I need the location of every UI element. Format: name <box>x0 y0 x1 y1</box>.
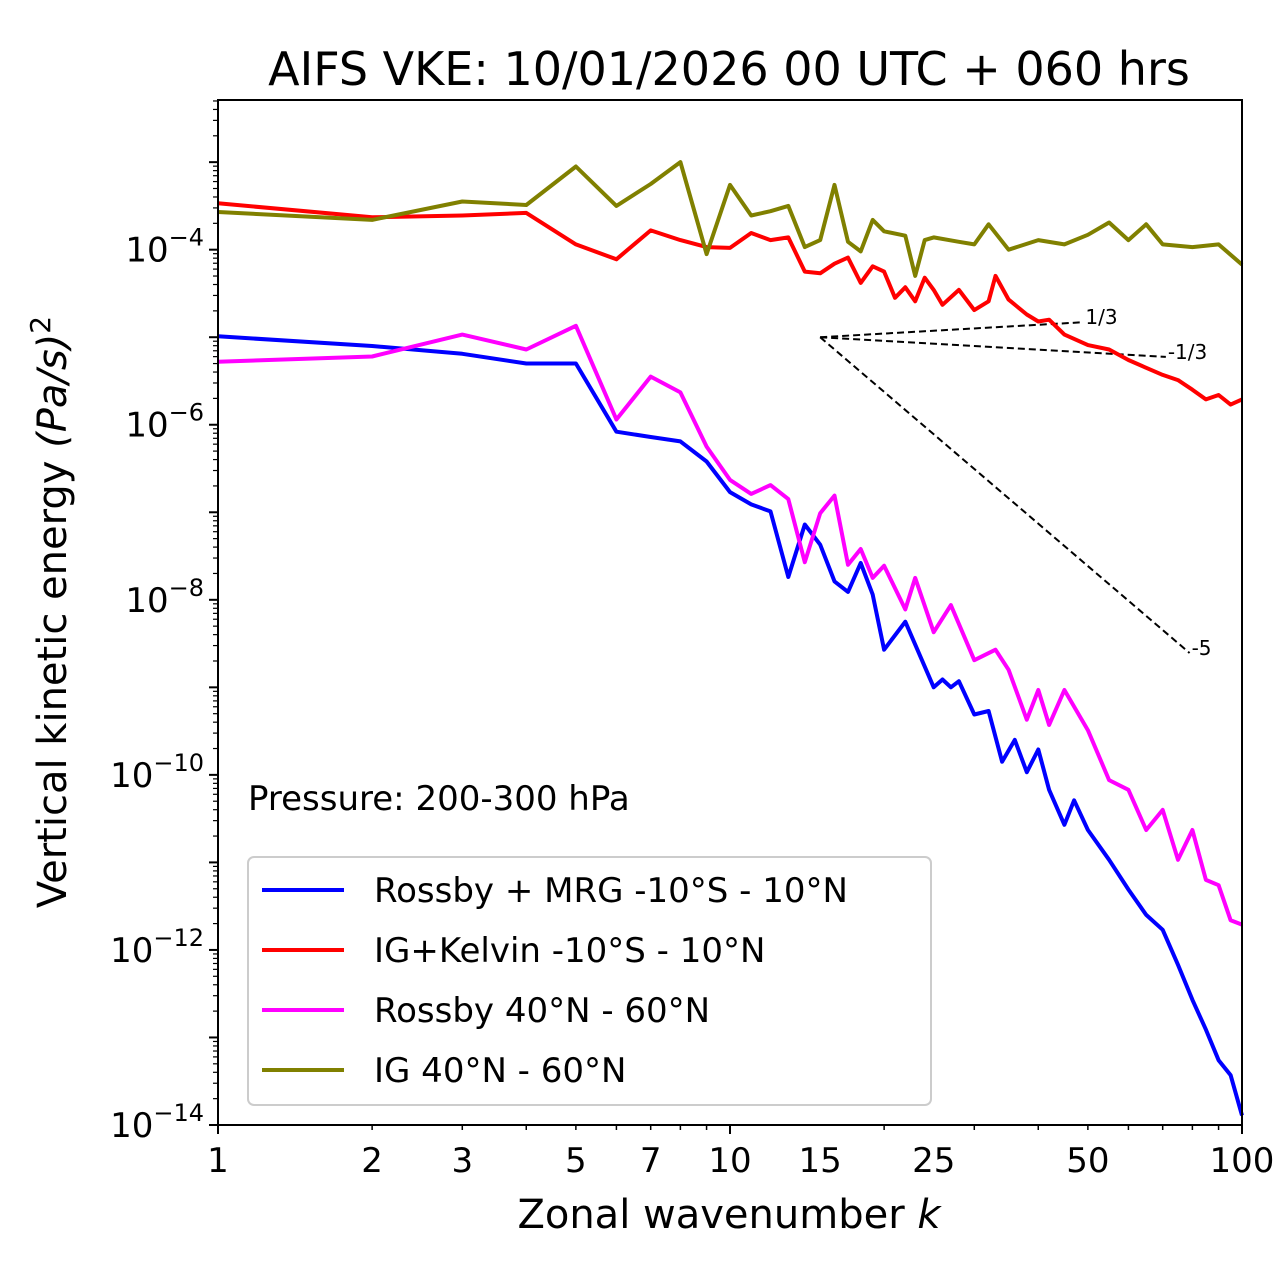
y-tick-label: 10−6 <box>125 399 204 446</box>
y-tick-label: 10−12 <box>110 924 204 971</box>
y-tick-label: 10−14 <box>110 1099 204 1146</box>
legend-label: Rossby + MRG -10°S - 10°N <box>374 871 848 911</box>
pressure-annotation: Pressure: 200-300 hPa <box>248 779 630 819</box>
reference-slope-label: -1/3 <box>1168 340 1207 364</box>
series-line <box>217 160 1244 278</box>
reference-slope-line <box>820 336 1166 358</box>
x-tick-label: 2 <box>361 1141 383 1181</box>
legend-box <box>247 856 932 1106</box>
legend: Rossby + MRG -10°S - 10°N IG+Kelvin -10°S… <box>247 856 932 1106</box>
legend-label: IG+Kelvin -10°S - 10°N <box>374 931 765 971</box>
series-lines <box>217 160 1244 1116</box>
x-tick-label: 100 <box>1210 1141 1275 1181</box>
axis-ticks: 1 2 3 5 7 10 15 25 50 100 10−4 10−6 10−8 10−10 10−12 10… <box>110 100 1275 1181</box>
reference-slope-line <box>819 336 1191 654</box>
series-line <box>217 323 1243 927</box>
x-tick-label: 10 <box>708 1141 751 1181</box>
x-tick-label: 5 <box>565 1141 587 1181</box>
x-tick-label: 1 <box>207 1141 229 1181</box>
y-tick-label: 10−10 <box>110 749 204 796</box>
legend-label: Rossby 40°N - 60°N <box>374 991 710 1031</box>
y-tick-label: 10−8 <box>125 574 204 621</box>
x-tick-label: 50 <box>1066 1141 1109 1181</box>
chart-title: AIFS VKE: 10/01/2026 00 UTC + 060 hrs <box>268 42 1190 96</box>
y-axis-label: Vertical kinetic energy (Pa/s)2 <box>24 316 76 908</box>
reference-slope-lines: 1/3 -1/3 -5 <box>819 305 1212 660</box>
series-line <box>217 334 1244 1116</box>
legend-label: IG 40°N - 60°N <box>374 1051 626 1091</box>
x-tick-label: 25 <box>912 1141 955 1181</box>
reference-slope-label: -5 <box>1192 636 1212 660</box>
plot-frame <box>217 99 1243 1126</box>
reference-slope-line <box>820 321 1084 339</box>
x-tick-label: 3 <box>451 1141 473 1181</box>
series-line <box>217 201 1243 407</box>
x-tick-label: 15 <box>799 1141 842 1181</box>
x-axis-label: Zonal wavenumber k <box>517 1192 942 1238</box>
y-tick-label: 10−4 <box>125 224 204 271</box>
x-tick-label: 7 <box>640 1141 662 1181</box>
reference-slope-label: 1/3 <box>1085 305 1117 329</box>
